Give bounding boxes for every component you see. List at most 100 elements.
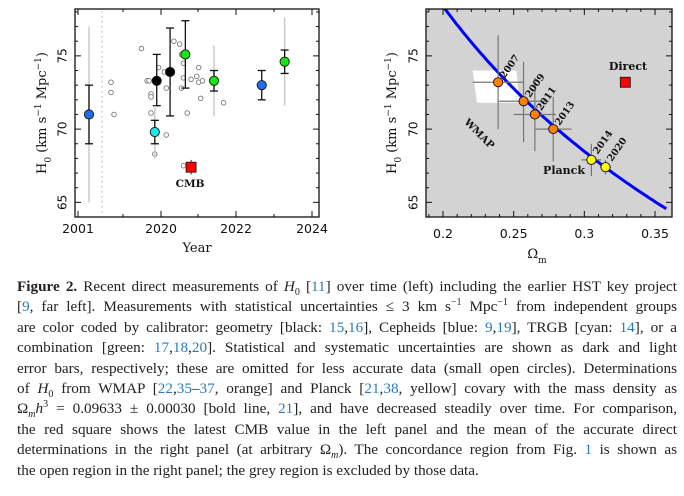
- caption-text: ,: [379, 380, 384, 398]
- measurement-point: [83, 109, 95, 120]
- excluded-grey-region: [426, 9, 672, 217]
- less-accurate-point: [108, 89, 114, 96]
- y-tick-label: 65: [407, 195, 421, 210]
- y-axis-label-part: 0: [394, 157, 404, 163]
- less-accurate-point: [195, 64, 202, 71]
- less-accurate-point: [184, 110, 191, 116]
- caption-line: [9, far left]. Measurements with statist…: [17, 297, 677, 317]
- citation-link[interactable]: 9: [22, 298, 30, 316]
- x-tick-label: 0.35: [641, 226, 669, 241]
- x-tick-label: 2024: [296, 221, 328, 236]
- y-axis-label-part: −1: [384, 57, 394, 70]
- caption-text: ,: [169, 339, 173, 357]
- y-axis-label-part: Mpc: [35, 70, 50, 103]
- wmap-point: [493, 77, 504, 88]
- y-axis-label-part: ): [385, 52, 400, 57]
- caption-text: ], Cepheids [blue:: [363, 318, 485, 336]
- citation-link[interactable]: 14: [619, 318, 635, 336]
- omh3-constant-curve: [443, 9, 668, 211]
- caption-line: the red square shows the latest CMB valu…: [17, 420, 677, 440]
- y-axis-label-part: 0: [44, 157, 54, 163]
- caption-text: ,: [172, 380, 177, 398]
- caption-text: h: [35, 400, 44, 418]
- caption-text: 0: [294, 287, 300, 299]
- wmap-point: [548, 124, 559, 135]
- citation-link[interactable]: 37: [199, 380, 215, 398]
- less-accurate-point: [197, 95, 204, 102]
- x-axis-label: Ωm: [527, 247, 547, 266]
- x-tick-label: 0.25: [500, 226, 528, 241]
- less-accurate-point: [180, 162, 187, 169]
- caption-line: of H0 from WMAP [22,35–37, orange] and P…: [17, 379, 677, 400]
- y-axis-label-part: Mpc: [385, 70, 400, 103]
- less-accurate-point: [194, 73, 200, 80]
- citation-link[interactable]: 20: [191, 339, 208, 357]
- caption-line: Figure 2. Recent direct measurements of …: [17, 277, 677, 299]
- caption-line: error bars, respectively; these are omit…: [17, 359, 677, 379]
- less-accurate-point: [148, 94, 154, 100]
- wmap-point: [529, 109, 540, 120]
- caption-text: , far left]. Measurements with statistic…: [29, 298, 451, 316]
- y-axis-label-part: (km s: [385, 117, 400, 157]
- citation-link[interactable]: 38: [383, 380, 399, 398]
- caption-text: ,: [188, 339, 192, 357]
- caption-text: = 0.09633 ± 0.00030 [bold line,: [48, 400, 279, 418]
- caption-text: [: [299, 278, 312, 295]
- x-axis-label-part: Ω: [527, 247, 538, 262]
- citation-link[interactable]: 11: [311, 278, 326, 295]
- y-axis-label-part: −1: [384, 103, 394, 116]
- caption-text: of: [17, 380, 38, 398]
- caption-line: determinations in the right panel (at ar…: [17, 440, 677, 461]
- citation-link[interactable]: 21: [278, 400, 294, 418]
- citation-link[interactable]: 22: [157, 380, 173, 398]
- caption-text: ], and have decreased steadily over time…: [293, 400, 677, 418]
- caption-text: are color coded by calibrator: geometry …: [17, 318, 330, 336]
- less-accurate-point: [111, 111, 117, 118]
- y-axis-label-part: −1: [34, 57, 44, 70]
- cmb-square-marker: [185, 161, 197, 173]
- caption-text: ,: [492, 318, 497, 336]
- caption-text: determinations in the right panel (at ar…: [17, 441, 332, 459]
- measurement-point: [256, 80, 267, 91]
- caption-text: from independent groups: [507, 298, 677, 316]
- less-accurate-point: [171, 38, 177, 44]
- measurement-point: [180, 49, 191, 60]
- caption-text: −1: [497, 297, 508, 309]
- citation-link[interactable]: 9: [485, 318, 493, 336]
- x-axis-label: Year: [181, 241, 212, 256]
- caption-text: ]. Statistical and systematic uncertaint…: [207, 339, 677, 357]
- caption-text: Ω: [17, 400, 29, 418]
- y-axis-label: H0 (km s−1 Mpc−1): [384, 52, 404, 174]
- measurement-point: [149, 126, 160, 138]
- caption-text: ], TRGB [cyan:: [511, 318, 620, 336]
- x-axis-label-part: m: [538, 256, 547, 266]
- citation-link[interactable]: 1: [584, 441, 593, 459]
- y-tick-label: 75: [407, 48, 421, 63]
- citation-link[interactable]: 15: [329, 318, 345, 336]
- caption-text: is shown as: [592, 441, 677, 459]
- citation-link[interactable]: 35: [176, 380, 192, 398]
- caption-line: Ωmh3 = 0.09633 ± 0.00030 [bold line, 21]…: [17, 399, 677, 421]
- citation-link[interactable]: 21: [364, 380, 380, 398]
- less-accurate-point: [138, 45, 145, 52]
- measurement-point: [151, 75, 162, 86]
- citation-link[interactable]: 16: [348, 318, 364, 336]
- measurement-point: [165, 66, 176, 78]
- y-tick-label: 70: [407, 121, 421, 136]
- caption-line: combination [green: 17,18,20]. Statistic…: [17, 338, 677, 358]
- y-tick-label: 65: [56, 195, 70, 210]
- citation-link[interactable]: 19: [496, 318, 512, 336]
- caption-text: m: [28, 409, 36, 421]
- figure-caption: Figure 2. Recent direct measurements of …: [17, 277, 677, 481]
- caption-text: error bars, respectively; these are omit…: [17, 359, 677, 377]
- y-axis-label-part: ): [35, 52, 50, 57]
- less-accurate-point: [163, 132, 170, 138]
- y-axis-label-part: H: [385, 163, 400, 174]
- wmap-point: [518, 96, 529, 107]
- citation-link[interactable]: 18: [172, 339, 189, 357]
- citation-link[interactable]: 17: [153, 339, 170, 357]
- caption-text: ,: [344, 318, 349, 336]
- less-accurate-point: [220, 99, 227, 106]
